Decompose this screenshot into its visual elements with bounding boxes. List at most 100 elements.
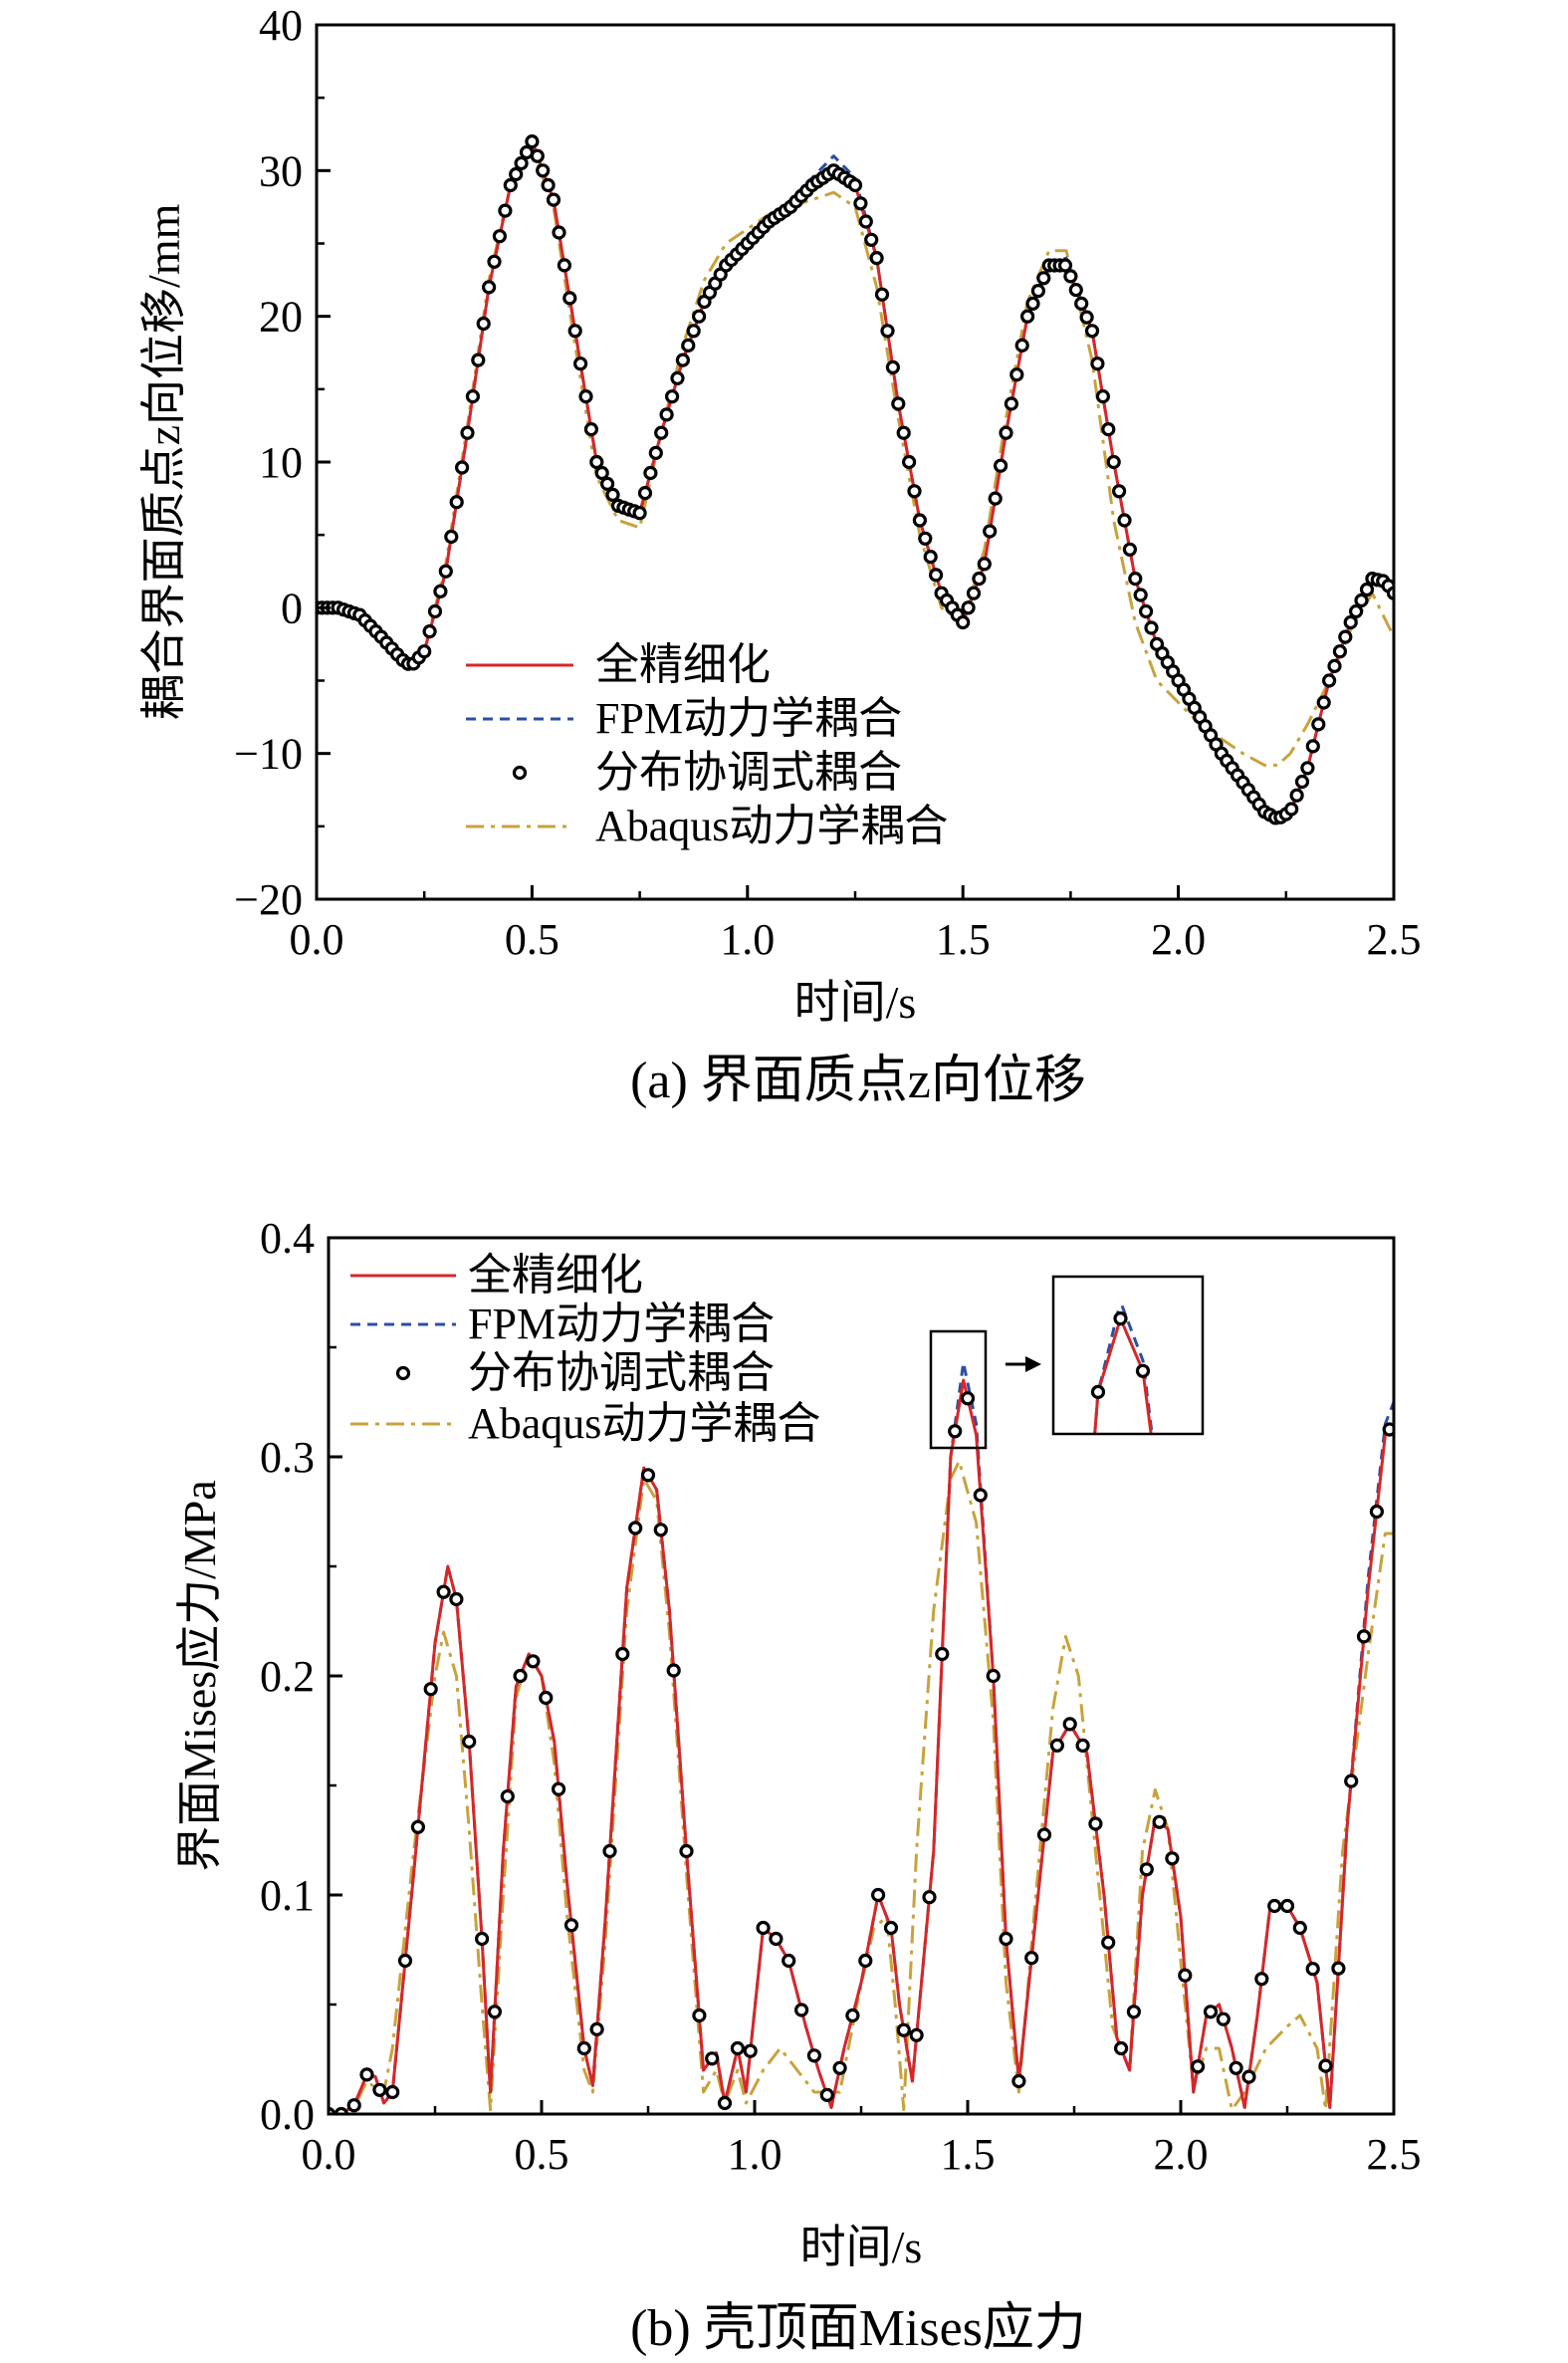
- chart-a-xlabel: 时间/s: [794, 977, 917, 1028]
- chart-a-marker-point: [1025, 296, 1040, 311]
- chart-b-legend-swatch-3: [395, 1365, 411, 1381]
- chart-b-marker-point: [359, 2067, 374, 2082]
- chart-a-marker-point: [1068, 283, 1083, 298]
- chart-b-marker-point: [666, 1663, 681, 1678]
- chart-a-marker-point: [681, 338, 696, 353]
- chart-a-xticks: 0.0 0.5 1.0 1.5 2.0 2.5: [290, 885, 1422, 964]
- chart-b-marker-point: [935, 1646, 950, 1662]
- chart-a-marker-point: [492, 229, 507, 244]
- chart-a-marker-point: [438, 564, 453, 579]
- chart-b-marker-point: [1344, 1773, 1359, 1788]
- chart-b-marker-point: [1369, 1504, 1385, 1520]
- chart-a-marker-point: [864, 232, 879, 247]
- chart-a-marker-point: [1338, 629, 1353, 644]
- chart-a-xtick-label: 1.0: [720, 915, 775, 964]
- chart-b-marker-point: [1229, 2060, 1243, 2075]
- chart-a-legend: 全精细化 FPM动力学耦合 分布协调式耦合 Abaqus动力学耦合: [466, 640, 948, 850]
- chart-a-marker-point: [956, 614, 971, 630]
- chart-a-marker-point: [675, 353, 691, 367]
- chart-b-yticks: 0.0 0.1 0.2 0.3 0.4: [260, 1214, 342, 2139]
- chart-a-marker-point: [455, 460, 470, 475]
- chart-a-legend-swatch-3: [512, 765, 528, 781]
- chart-b-marker-point: [1203, 2005, 1219, 2019]
- chart-b-xtick-label: 1.0: [728, 2130, 783, 2179]
- chart-a-marker-point: [923, 549, 938, 565]
- chart-a-marker-point: [1289, 788, 1304, 803]
- chart-a-marker-point: [460, 425, 475, 440]
- chart-a-marker-point: [670, 370, 685, 385]
- chart-b-zoom-box: [929, 1329, 988, 1450]
- chart-a-marker-point: [1063, 269, 1078, 284]
- chart-b-inset-marker-point: [1113, 1310, 1128, 1326]
- chart-a-marker-point: [643, 465, 658, 481]
- chart-a-marker-point: [1316, 695, 1331, 710]
- chart-a-marker-point: [918, 531, 933, 546]
- chart-a-marker-point: [1321, 673, 1337, 688]
- chart-a-marker-point: [648, 445, 663, 460]
- chart-a-xtick-label: 2.5: [1367, 915, 1422, 964]
- chart-b-marker-point: [883, 1920, 899, 1936]
- chart-b-marker-point: [1126, 2005, 1142, 2019]
- chart-b-xlabel: 时间/s: [800, 2222, 923, 2272]
- chart-a-marker-point: [433, 584, 448, 599]
- chart-b-marker-point: [539, 1690, 554, 1706]
- chart-a-marker-point: [557, 258, 572, 273]
- chart-a-marker-point: [966, 586, 982, 600]
- chart-b-marker-point: [602, 1843, 617, 1859]
- chart-b-legend: 全精细化 FPM动力学耦合 分布协调式耦合 Abaqus动力学耦合: [350, 1251, 820, 1448]
- chart-a-marker-point: [1138, 603, 1154, 619]
- chart-b-series: [329, 1360, 1394, 2114]
- chart-a-marker-point: [1009, 367, 1024, 382]
- chart-b-marker-point: [832, 2060, 847, 2075]
- chart-a-marker-point: [1117, 513, 1132, 528]
- chart-b-series-line-1: [329, 1378, 1394, 2114]
- chart-a-marker-point: [885, 359, 901, 374]
- chart-b-marker-point: [973, 1488, 988, 1503]
- chart-b-marker-point: [372, 2082, 387, 2097]
- chart-b-marker-point: [346, 2098, 361, 2113]
- chart-a-marker-point: [1122, 542, 1138, 557]
- chart-a-marker-point: [1300, 761, 1315, 776]
- chart-b-legend-label-3: 分布协调式耦合: [468, 1348, 775, 1397]
- chart-b-legend-label-4: Abaqus动力学耦合: [468, 1399, 820, 1448]
- chart-a-marker-point: [427, 603, 443, 619]
- chart-b-ylabel: 界面Mises应力/MPa: [174, 1480, 225, 1872]
- chart-a-ytick-label: 40: [259, 1, 303, 50]
- chart-a-marker-point: [977, 557, 992, 572]
- chart-b-marker-point: [692, 2008, 707, 2023]
- chart-a-marker-point: [1348, 603, 1364, 619]
- chart-a-marker-point: [880, 324, 895, 339]
- chart-b-marker-point: [743, 2043, 758, 2058]
- chart-b-inset-marker-point: [1183, 1765, 1194, 1775]
- chart-a-ytick-label: 0: [281, 584, 303, 632]
- chart-a-marker-point: [514, 155, 529, 171]
- chart-b-inset-frame: [1051, 1275, 1205, 1436]
- chart-b-marker-point: [410, 1819, 425, 1834]
- chart-a-marker-point: [907, 484, 922, 499]
- chart-b-marker-point: [870, 1887, 886, 1903]
- chart-a-ytick-label: −10: [234, 730, 303, 779]
- chart-b-marker-point: [1088, 1816, 1103, 1831]
- chart-b-marker-point: [1011, 2073, 1026, 2089]
- chart-a-marker-point: [691, 309, 707, 324]
- chart-a-marker-point: [896, 425, 911, 440]
- chart-a-marker-point: [1327, 658, 1342, 674]
- chart-a-marker-point: [583, 422, 599, 437]
- chart-a-ytick-label: 20: [259, 293, 303, 342]
- chart-b-marker-point: [513, 1668, 528, 1684]
- chart-b-marker-point: [730, 2040, 746, 2056]
- chart-a-marker-point: [983, 524, 998, 539]
- chart-b-marker-point: [1318, 2058, 1333, 2073]
- chart-b-ytick-label: 0.3: [260, 1433, 315, 1482]
- chart-a-marker-point: [961, 600, 976, 615]
- chart-b-marker-point: [576, 2040, 591, 2056]
- chart-a-marker-point: [509, 166, 524, 182]
- chart-a-xtick-label: 0.5: [505, 915, 560, 964]
- chart-b-marker-point: [1036, 1827, 1052, 1842]
- chart-a-series-markers: [317, 134, 1394, 826]
- chart-a-marker-point: [853, 196, 868, 211]
- chart-b-marker-point: [462, 1734, 477, 1750]
- chart-a-marker-point: [1354, 592, 1369, 608]
- chart-a-marker-point: [541, 177, 556, 193]
